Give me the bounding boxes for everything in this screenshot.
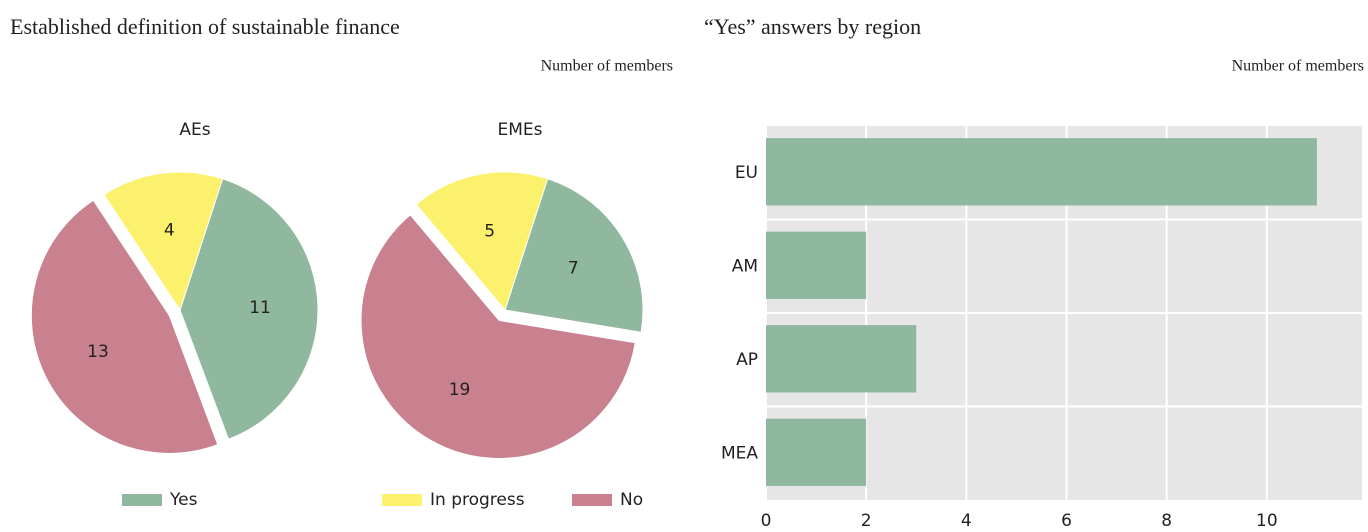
pie-slice xyxy=(103,171,224,312)
x-tick-label: 8 xyxy=(1161,511,1172,531)
x-tick-label: 6 xyxy=(1061,511,1072,531)
panel-title: “Yes” answers by region xyxy=(704,14,921,39)
legend-label: In progress xyxy=(430,490,525,510)
data-label: 19 xyxy=(449,380,471,400)
pie-title: AEs xyxy=(179,120,210,140)
bar xyxy=(766,231,867,299)
panel-subtitle: Number of members xyxy=(1232,58,1364,75)
legend-label: No xyxy=(620,490,643,510)
pie-slice xyxy=(415,171,549,312)
y-tick-label: AP xyxy=(736,350,758,370)
legend-label: Yes xyxy=(169,490,198,510)
y-tick-label: MEA xyxy=(721,443,758,463)
bar xyxy=(766,138,1317,206)
data-label: 11 xyxy=(249,298,271,318)
data-label: 13 xyxy=(87,342,109,362)
y-tick-label: EU xyxy=(735,163,758,183)
x-tick-label: 0 xyxy=(761,511,772,531)
y-tick-label: AM xyxy=(732,256,758,276)
pie-slice xyxy=(179,178,319,440)
panel-subtitle: Number of members xyxy=(541,58,673,75)
legend-swatch xyxy=(382,494,422,506)
x-tick-label: 10 xyxy=(1256,511,1278,531)
pie-slice xyxy=(504,178,644,333)
data-label: 7 xyxy=(568,258,579,278)
panel-title: Established definition of sustainable fi… xyxy=(10,14,400,39)
bar xyxy=(766,418,867,486)
bar xyxy=(766,325,917,393)
pie-slice xyxy=(360,214,636,459)
legend-swatch xyxy=(122,494,162,506)
pie-title: EMEs xyxy=(497,120,542,140)
x-tick-label: 2 xyxy=(861,511,872,531)
data-label: 5 xyxy=(484,221,495,241)
legend-swatch xyxy=(572,494,612,506)
pie-slice xyxy=(30,199,219,454)
x-tick-label: 4 xyxy=(961,511,972,531)
data-label: 4 xyxy=(164,221,175,241)
